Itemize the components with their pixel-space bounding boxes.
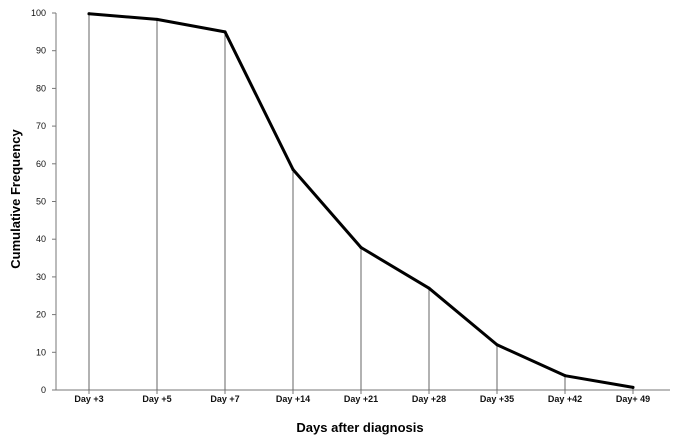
y-axis: 0 10 20 30 40 50 60 70 80 90 100 [31, 8, 57, 395]
data-point [495, 343, 499, 347]
y-axis-title: Cumulative Frequency [8, 129, 23, 269]
x-tick-label: Day +42 [548, 394, 582, 404]
y-tick-label: 70 [36, 121, 46, 131]
data-points [87, 12, 635, 389]
y-tick-label: 10 [36, 347, 46, 357]
y-tick-label: 40 [36, 234, 46, 244]
x-tick-label: Day +7 [210, 394, 239, 404]
data-point [223, 30, 227, 34]
y-tick-label: 100 [31, 8, 46, 18]
data-point [563, 374, 567, 378]
data-point [359, 245, 363, 249]
y-tick-label: 0 [41, 385, 46, 395]
y-tick-label: 80 [36, 83, 46, 93]
x-tick-label: Day +21 [344, 394, 378, 404]
x-tick-label: Day+ 49 [616, 394, 650, 404]
x-tick-label: Day +35 [480, 394, 514, 404]
y-tick-label: 30 [36, 272, 46, 282]
data-point [87, 12, 91, 16]
y-tick-label: 90 [36, 46, 46, 56]
x-tick-label: Day +28 [412, 394, 446, 404]
y-tick-label: 50 [36, 197, 46, 207]
x-axis: Day +3 Day +5 Day +7 Day +14 Day +21 Day +28 D… [56, 389, 670, 404]
x-tick-label: Day +3 [74, 394, 103, 404]
data-point [631, 385, 635, 389]
x-tick-label: Day +14 [276, 394, 310, 404]
x-axis-title: Days after diagnosis [296, 420, 423, 435]
y-tick-label: 20 [36, 310, 46, 320]
drop-lines [88, 13, 634, 390]
data-point [427, 286, 431, 290]
y-tick-label: 60 [36, 159, 46, 169]
data-point [291, 167, 295, 171]
x-tick-label: Day +5 [142, 394, 171, 404]
data-point [155, 17, 159, 21]
